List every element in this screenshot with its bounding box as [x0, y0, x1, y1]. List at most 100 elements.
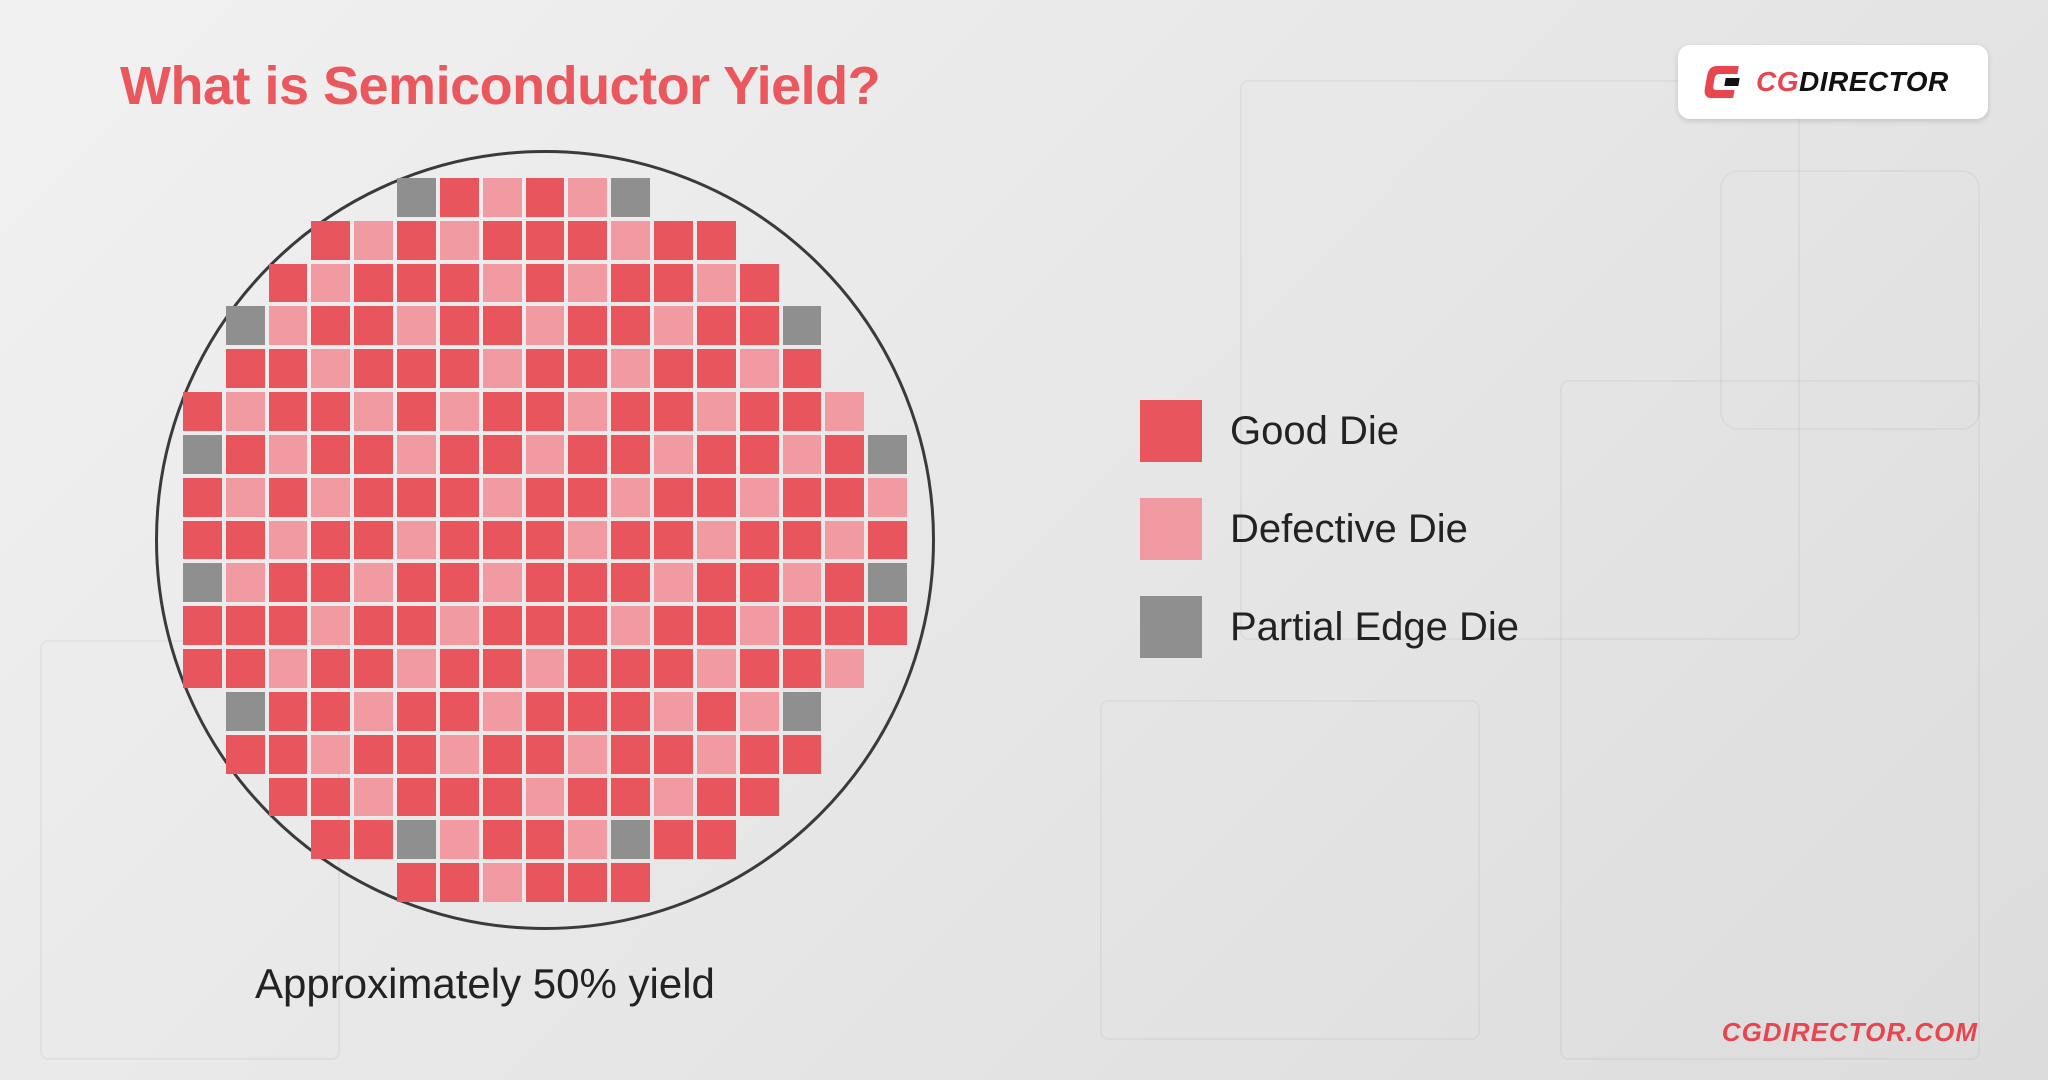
wafer-cell-good	[568, 478, 607, 517]
wafer-cell-good	[354, 606, 393, 645]
wafer-cell-good	[269, 735, 308, 774]
brand-url: CGDIRECTOR.COM	[1722, 1017, 1978, 1048]
wafer-cell-good	[697, 306, 736, 345]
wafer-cell-good	[354, 349, 393, 388]
legend-row-defective: Defective Die	[1140, 498, 1519, 560]
wafer-cell-good	[568, 306, 607, 345]
wafer-cell-good	[183, 649, 222, 688]
wafer-cell-defective	[269, 521, 308, 560]
wafer-cell-defective	[354, 778, 393, 817]
wafer-cell-good	[611, 863, 650, 902]
wafer-cell-defective	[825, 392, 864, 431]
wafer-cell-defective	[311, 264, 350, 303]
wafer-cell-good	[269, 392, 308, 431]
legend-label-defective: Defective Die	[1230, 507, 1468, 552]
wafer-cell-defective	[568, 820, 607, 859]
wafer-cell-good	[740, 435, 779, 474]
wafer-cell-good	[697, 820, 736, 859]
wafer-cell-good	[654, 606, 693, 645]
wafer-cell-good	[526, 820, 565, 859]
wafer-cell-defective	[226, 478, 265, 517]
wafer-cell-good	[654, 221, 693, 260]
wafer-cell-good	[440, 349, 479, 388]
wafer-cell-defective	[825, 649, 864, 688]
wafer-cell-defective	[526, 649, 565, 688]
wafer-cell-good	[740, 778, 779, 817]
wafer-cell-edge	[868, 563, 907, 602]
wafer-cell-good	[740, 306, 779, 345]
wafer-cell-good	[611, 649, 650, 688]
wafer-cell-good	[568, 221, 607, 260]
wafer-cell-good	[568, 692, 607, 731]
brand-logo-text: CGDIRECTOR	[1756, 66, 1949, 98]
wafer-cell-good	[783, 349, 822, 388]
wafer-cell-good	[654, 735, 693, 774]
wafer-cell-good	[269, 349, 308, 388]
wafer-cell-defective	[868, 478, 907, 517]
legend-label-edge: Partial Edge Die	[1230, 605, 1519, 650]
wafer-cell-defective	[269, 649, 308, 688]
wafer-cell-good	[526, 735, 565, 774]
wafer-cell-good	[611, 264, 650, 303]
wafer-cell-good	[783, 606, 822, 645]
wafer-cell-defective	[483, 478, 522, 517]
legend-swatch-defective	[1140, 498, 1202, 560]
wafer-cell-defective	[226, 563, 265, 602]
wafer-cell-defective	[354, 563, 393, 602]
wafer-cell-good	[311, 435, 350, 474]
wafer-cell-good	[611, 563, 650, 602]
wafer-cell-defective	[568, 521, 607, 560]
wafer-cell-good	[440, 306, 479, 345]
wafer-cell-good	[269, 692, 308, 731]
wafer-cell-good	[311, 221, 350, 260]
brand-logo-badge: CGDIRECTOR	[1678, 45, 1988, 119]
wafer-cell-good	[568, 649, 607, 688]
wafer-cell-good	[269, 478, 308, 517]
wafer-cell-good	[397, 349, 436, 388]
wafer-cell-good	[226, 521, 265, 560]
wafer-cell-good	[483, 435, 522, 474]
wafer-cell-defective	[568, 735, 607, 774]
wafer-cell-good	[397, 221, 436, 260]
wafer-cell-good	[526, 521, 565, 560]
wafer-cell-defective	[440, 606, 479, 645]
wafer-cell-good	[825, 478, 864, 517]
wafer-cell-good	[697, 221, 736, 260]
wafer-cell-good	[183, 521, 222, 560]
wafer-cell-defective	[354, 692, 393, 731]
wafer-cell-edge	[397, 820, 436, 859]
wafer-cell-good	[397, 264, 436, 303]
wafer-cell-good	[568, 606, 607, 645]
brand-logo-mark	[1696, 60, 1748, 104]
wafer-cell-good	[440, 692, 479, 731]
wafer-cell-defective	[311, 349, 350, 388]
wafer-cell-good	[526, 478, 565, 517]
wafer-cell-defective	[740, 692, 779, 731]
wafer-cell-defective	[483, 349, 522, 388]
brand-suffix: DIRECTOR	[1799, 66, 1949, 97]
wafer-cell-good	[783, 392, 822, 431]
wafer-cell-good	[483, 820, 522, 859]
wafer-cell-good	[226, 735, 265, 774]
wafer-cell-good	[311, 563, 350, 602]
wafer-caption: Approximately 50% yield	[255, 960, 715, 1008]
wafer-cell-defective	[311, 478, 350, 517]
wafer-cell-good	[611, 735, 650, 774]
wafer-cell-good	[697, 778, 736, 817]
wafer-cell-defective	[483, 264, 522, 303]
wafer-cell-good	[783, 478, 822, 517]
wafer-cell-defective	[440, 820, 479, 859]
wafer-cell-edge	[183, 563, 222, 602]
wafer-diagram	[155, 150, 935, 930]
wafer-cell-good	[740, 649, 779, 688]
wafer-cell-good	[311, 306, 350, 345]
wafer-cell-good	[440, 563, 479, 602]
wafer-cell-good	[311, 820, 350, 859]
wafer-cell-defective	[568, 264, 607, 303]
wafer-cell-good	[568, 435, 607, 474]
wafer-cell-defective	[697, 649, 736, 688]
wafer-cell-good	[183, 606, 222, 645]
wafer-cell-good	[611, 392, 650, 431]
wafer-cell-defective	[611, 221, 650, 260]
wafer-cell-defective	[526, 435, 565, 474]
